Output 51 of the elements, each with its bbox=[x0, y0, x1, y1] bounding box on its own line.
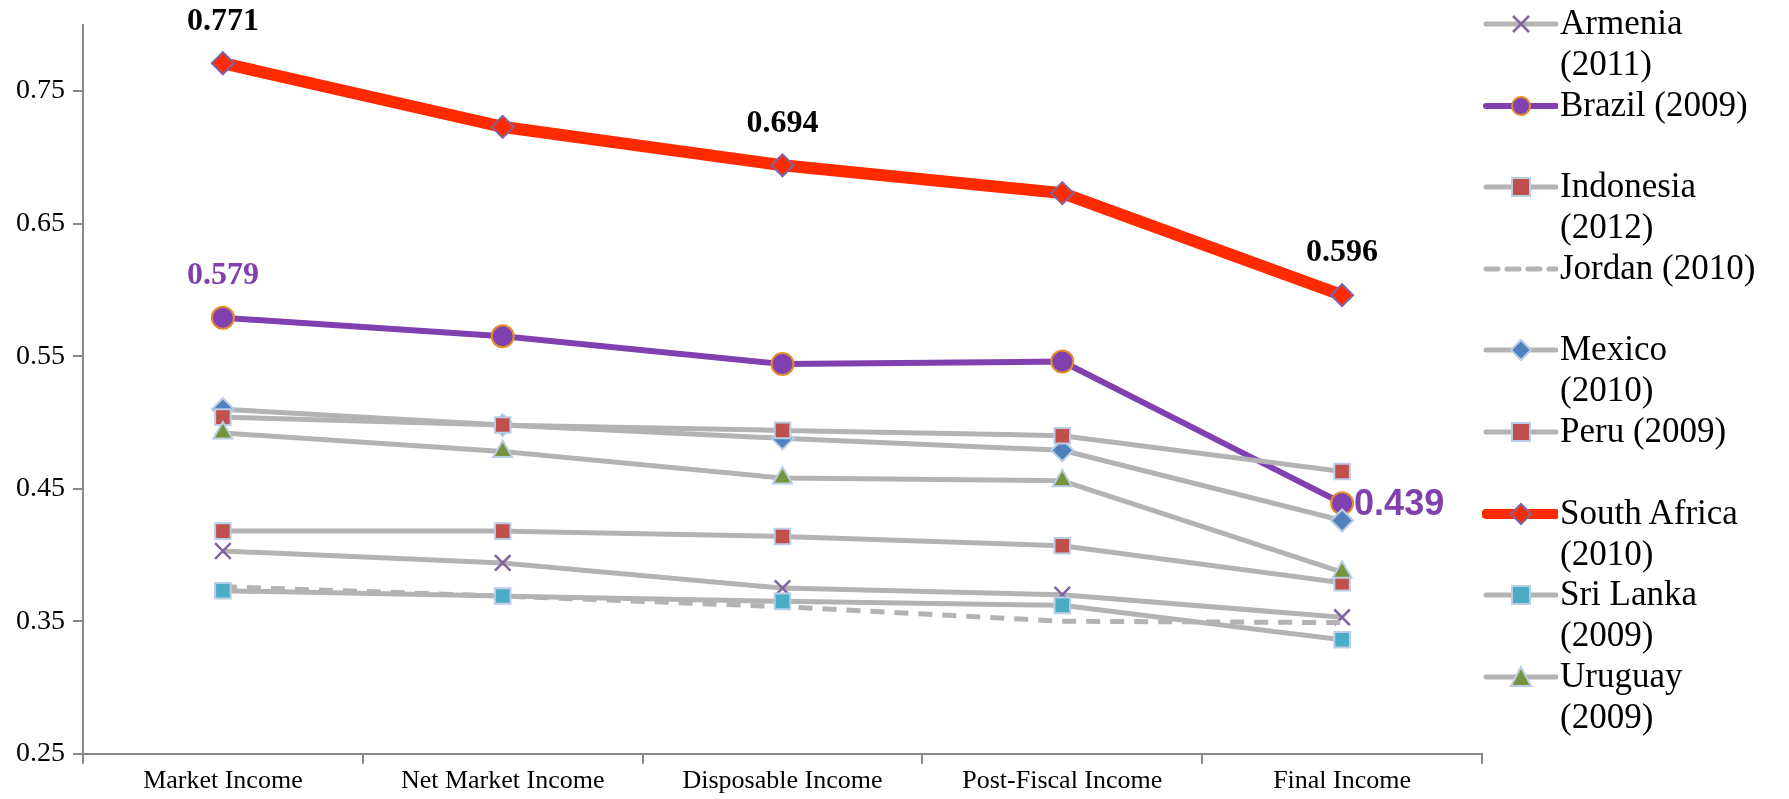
legend-label: Brazil (2009) bbox=[1560, 83, 1749, 125]
y-tick-label: 0.65 bbox=[16, 205, 65, 237]
point bbox=[1050, 349, 1075, 374]
point bbox=[770, 153, 795, 178]
legend-label: South Africa (2010) bbox=[1560, 491, 1739, 574]
data-label: 0.596 bbox=[1306, 232, 1379, 269]
point bbox=[213, 541, 232, 561]
data-label: 0.579 bbox=[186, 254, 259, 291]
point bbox=[214, 522, 232, 540]
point bbox=[773, 592, 792, 611]
x-tick-label: Post-Fiscal Income bbox=[962, 765, 1163, 795]
point bbox=[214, 408, 232, 426]
legend-label: Indonesia (2012) bbox=[1560, 165, 1698, 248]
y-tick-label: 0.55 bbox=[16, 338, 65, 370]
legend-label: Uruguay (2009) bbox=[1560, 654, 1684, 737]
data-label: 0.439 bbox=[1354, 482, 1445, 524]
point bbox=[1053, 596, 1072, 615]
point bbox=[493, 587, 512, 605]
x-tick-label: Net Market Income bbox=[400, 765, 605, 795]
x-tick-label: Disposable Income bbox=[682, 765, 883, 795]
y-tick-label: 0.35 bbox=[16, 603, 65, 635]
point bbox=[1053, 426, 1072, 445]
y-tick-label: 0.75 bbox=[16, 73, 65, 105]
legend-label: Sri Lanka (2009) bbox=[1560, 573, 1699, 656]
data-label: 0.771 bbox=[186, 0, 259, 37]
legend-label: Jordan (2010) bbox=[1560, 246, 1757, 288]
legend-label: Mexico (2010) bbox=[1560, 328, 1668, 411]
point bbox=[493, 522, 512, 540]
point bbox=[1053, 536, 1072, 555]
point bbox=[770, 352, 795, 377]
data-label: 0.694 bbox=[746, 102, 819, 139]
point bbox=[490, 324, 515, 349]
point bbox=[1050, 181, 1075, 206]
legend-label: Peru (2009) bbox=[1560, 410, 1728, 451]
point bbox=[490, 114, 515, 139]
x-tick-label: Final Income bbox=[1273, 765, 1412, 795]
point bbox=[1333, 462, 1351, 481]
legend-label: Armenia (2011) bbox=[1560, 2, 1684, 84]
point bbox=[493, 553, 512, 572]
y-tick-label: 0.25 bbox=[16, 736, 65, 768]
point bbox=[773, 527, 792, 546]
x-tick-label: Market Income bbox=[143, 765, 303, 795]
point bbox=[210, 51, 235, 76]
point bbox=[1330, 508, 1355, 533]
y-tick-label: 0.45 bbox=[16, 471, 65, 503]
point bbox=[210, 305, 235, 330]
point bbox=[1333, 631, 1351, 649]
point bbox=[1330, 283, 1355, 308]
point bbox=[1330, 491, 1355, 516]
point bbox=[214, 581, 232, 600]
point bbox=[773, 421, 792, 440]
